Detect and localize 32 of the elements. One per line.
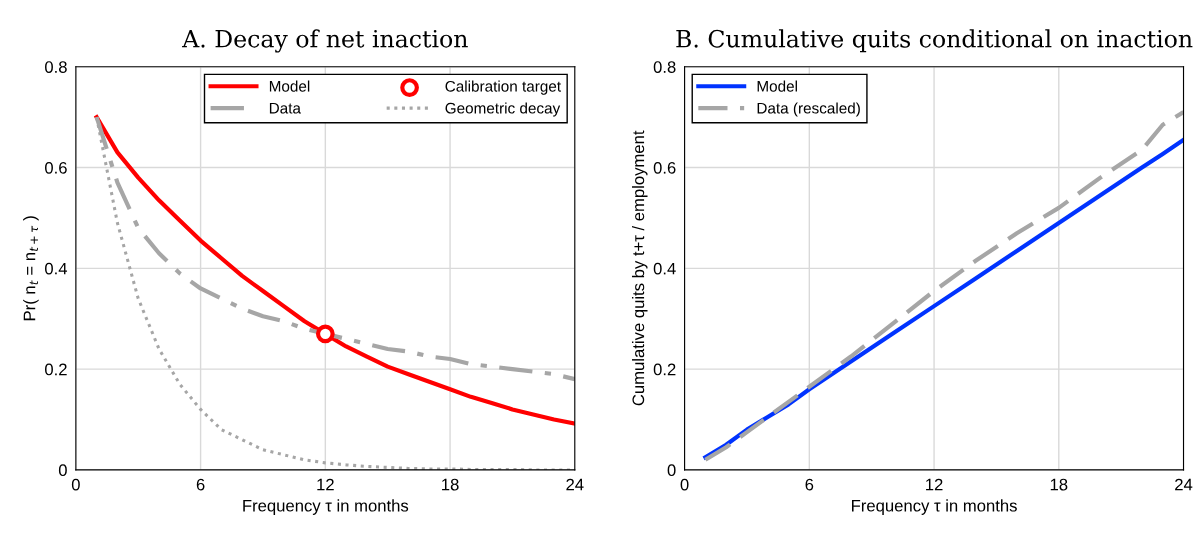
y-tick-label: 0 bbox=[58, 464, 67, 477]
y-tick-label: 0.6 bbox=[653, 161, 676, 174]
x-tick-label: 0 bbox=[71, 478, 80, 491]
y-tick-label: 0.8 bbox=[653, 61, 676, 73]
x-tick-label: 12 bbox=[317, 478, 334, 491]
legend-label: Data (rescaled) bbox=[757, 102, 860, 117]
y-tick-label: 0.4 bbox=[45, 262, 68, 275]
x-tick-label: 18 bbox=[442, 478, 459, 491]
y-axis-title: Cumulative quits by t+τ / employment bbox=[631, 130, 648, 406]
y-tick-label: 0.4 bbox=[653, 262, 676, 275]
legend-label: Geometric decay bbox=[445, 102, 561, 117]
x-axis-title: Frequency τ in months bbox=[243, 499, 409, 515]
legend-label: Model bbox=[269, 80, 310, 92]
x-axis-title: Frequency τ in months bbox=[852, 499, 1017, 515]
y-axis-title: Pr( n$_{t}$ = n$_{t+τ}$ ) bbox=[23, 216, 39, 321]
x-tick-label: 6 bbox=[196, 478, 205, 491]
y-tick-label: 0.2 bbox=[653, 363, 676, 376]
legend-label: Model bbox=[757, 80, 797, 92]
x-tick-label: 18 bbox=[1050, 478, 1068, 491]
y-tick-label: 0.2 bbox=[45, 363, 67, 376]
y-tick-label: 0 bbox=[667, 464, 676, 477]
chart-title: A. Decay of net inaction bbox=[182, 29, 468, 53]
y-tick-label: 0.6 bbox=[45, 161, 67, 174]
x-tick-label: 12 bbox=[926, 478, 943, 491]
x-tick-label: 24 bbox=[566, 478, 584, 491]
y-tick-label: 0.8 bbox=[45, 61, 67, 73]
x-tick-label: 24 bbox=[1175, 478, 1193, 491]
legend-label: Data bbox=[269, 102, 301, 114]
legend-label: Calibration target bbox=[445, 80, 561, 95]
x-tick-label: 6 bbox=[805, 478, 814, 491]
chart-title: B. Cumulative quits conditional on inaction bbox=[676, 29, 1193, 53]
x-tick-label: 0 bbox=[680, 478, 689, 491]
